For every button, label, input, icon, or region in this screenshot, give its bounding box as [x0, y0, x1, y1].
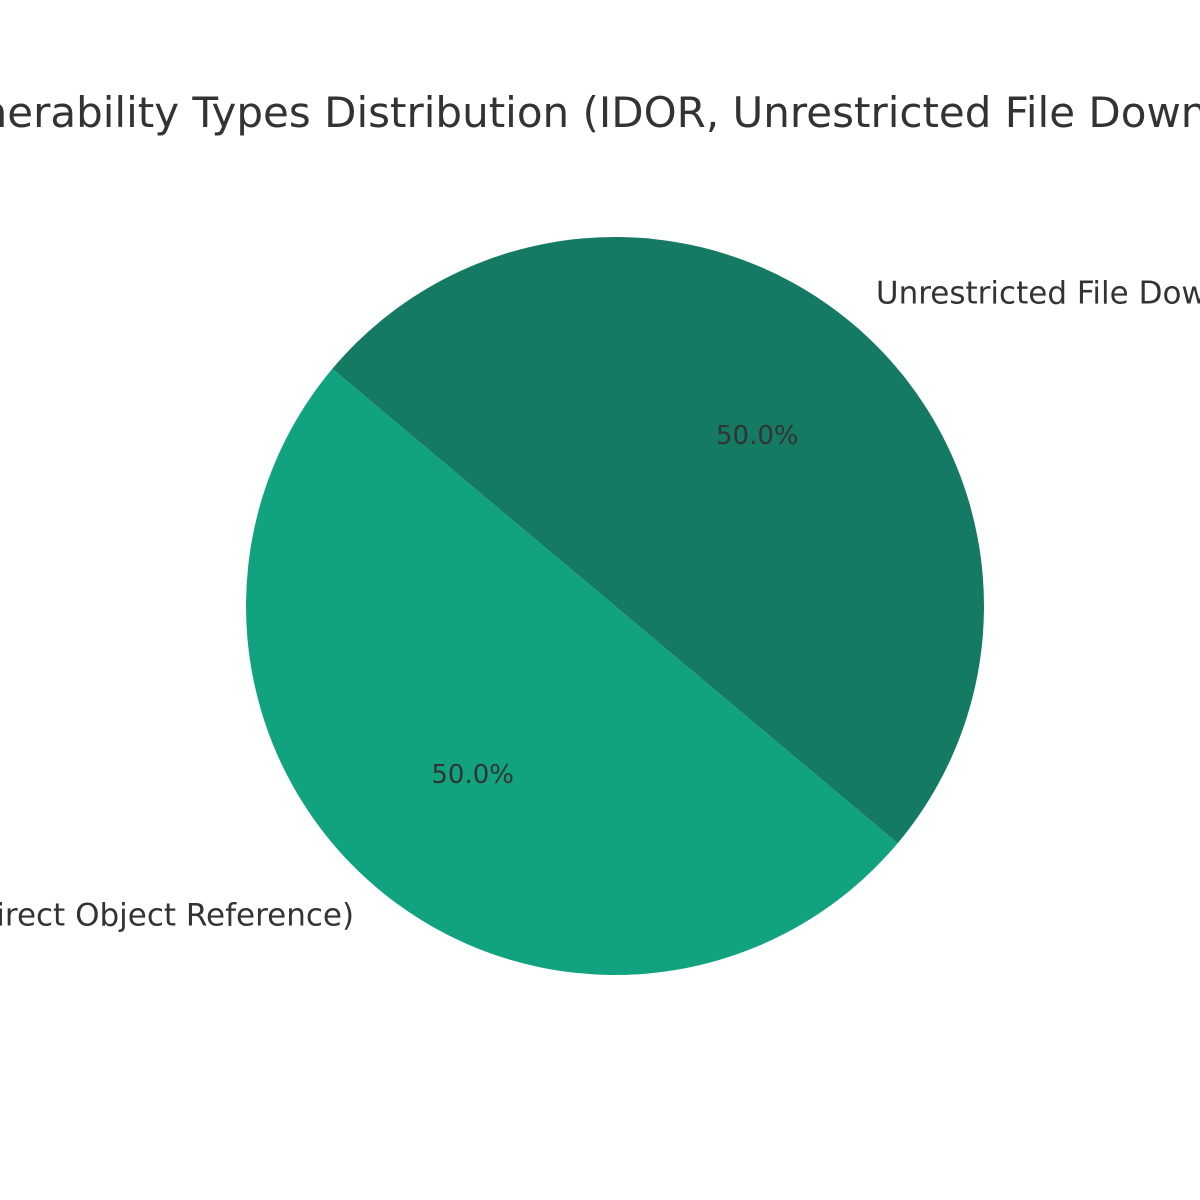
slice-label-1: Unrestricted File Download: [876, 276, 1200, 312]
chart-title: Vulnerability Types Distribution (IDOR, …: [0, 88, 1200, 137]
pie-labels: IDOR (Insecure Direct Object Reference) 5…: [0, 276, 1200, 934]
pie-slices: [245, 237, 984, 975]
pie-slice-1: [332, 237, 984, 844]
pie-slice-0: [245, 368, 898, 975]
slice-label-0: IDOR (Insecure Direct Object Reference): [0, 897, 354, 933]
slice-percent-0: 50.0%: [431, 760, 514, 790]
slice-percent-1: 50.0%: [716, 421, 799, 451]
